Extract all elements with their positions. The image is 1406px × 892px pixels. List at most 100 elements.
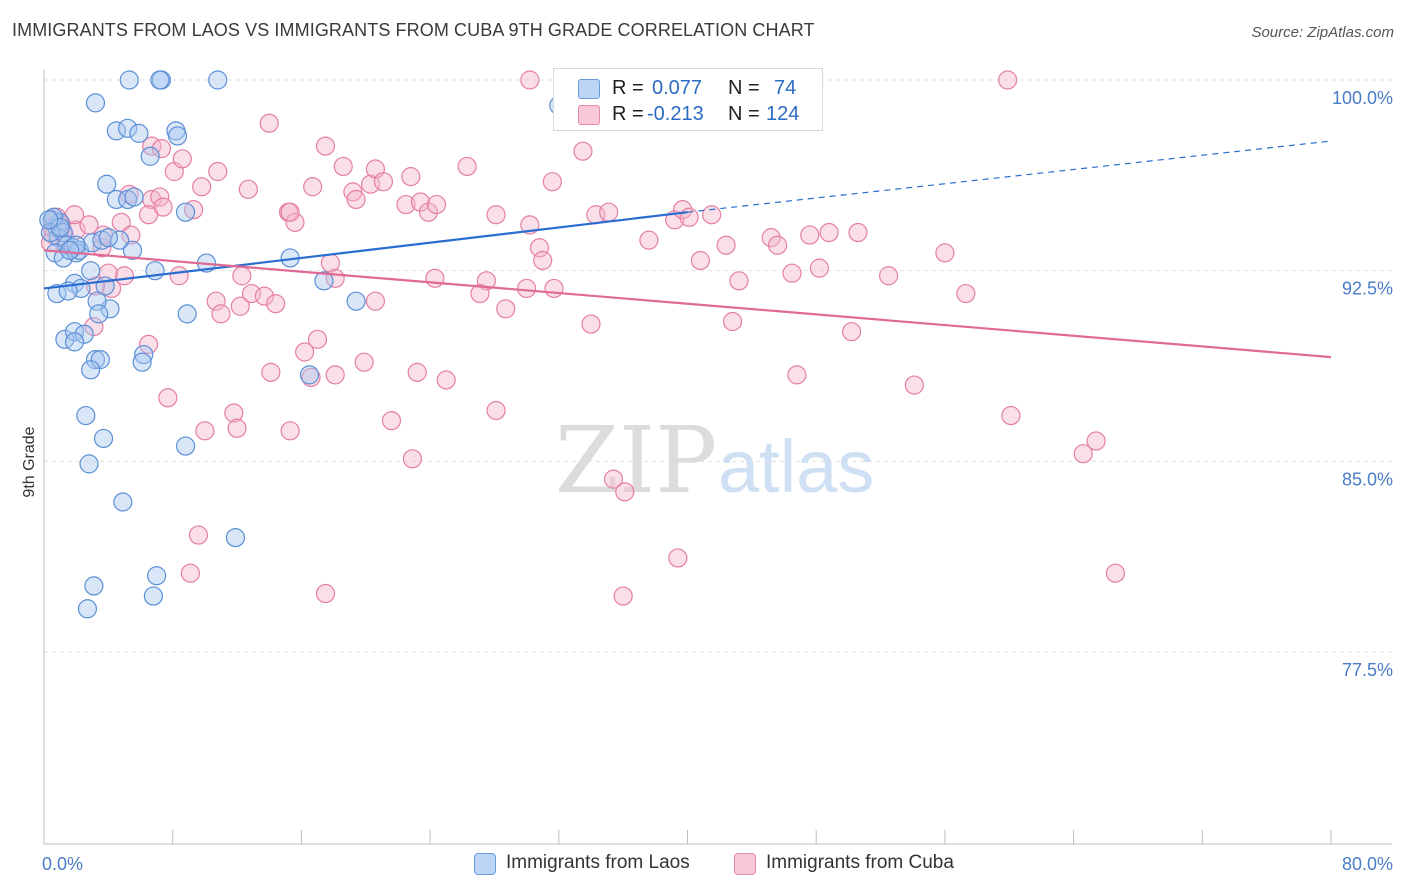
data-point-cuba [956,283,976,304]
data-point-laos [119,70,139,90]
data-point-laos [124,187,144,207]
data-point-cuba [716,235,736,255]
data-point-cuba [544,278,564,299]
data-point-cuba [315,583,336,604]
y-axis-label: 9th Grade [21,426,38,497]
data-point-cuba [603,469,624,489]
legend-n-value: 74 [774,77,797,99]
data-point-cuba [365,291,386,311]
data-point-laos [106,121,126,141]
watermark-zip: ZIP [555,407,717,514]
data-point-cuba [1086,431,1106,451]
data-point-cuba [426,194,447,215]
data-point-cuba [496,299,516,319]
data-point-cuba [280,421,300,441]
data-point-cuba [841,322,862,342]
data-point-laos [132,352,152,372]
data-point-laos [314,271,334,291]
data-point-cuba [517,278,537,299]
data-point-cuba [346,189,366,210]
data-point-laos [147,566,167,586]
data-point-cuba [295,342,315,362]
data-point-cuba [702,205,722,225]
data-point-laos [97,174,117,194]
y-tick-label: 85.0% [1342,469,1393,489]
data-point-cuba [254,286,274,306]
data-point-cuba [573,141,593,161]
data-point-laos [76,405,96,426]
data-point-cuba [396,194,416,215]
data-point-laos [39,210,59,230]
data-point-cuba [722,311,743,332]
data-point-laos [89,304,109,324]
data-point-cuba [800,225,820,245]
legend-label-cuba: Immigrants from Cuba [766,852,954,873]
data-point-laos [143,586,163,606]
data-point-laos [208,70,228,90]
data-point-cuba [169,266,189,286]
data-point-cuba [206,291,226,311]
data-point-cuba [373,172,394,192]
data-point-cuba [470,283,490,304]
data-point-cuba [188,525,209,545]
stats-legend: R = 0.077 N = 74 R = -0.213 N = 124 [553,68,823,131]
data-point-cuba [266,294,286,314]
watermark: ZIP atlas [555,407,874,514]
data-point-cuba [192,177,212,197]
data-point-cuba [809,258,830,278]
data-point-cuba [180,563,200,583]
data-point-laos [77,599,98,619]
data-point-laos [93,428,114,449]
legend-r-value: 0.077 [652,77,703,99]
data-point-laos [134,344,154,365]
data-point-laos [150,70,170,90]
data-point-cuba [782,263,802,283]
data-point-laos [122,240,143,260]
data-point-cuba [787,365,807,385]
data-point-cuba [904,375,924,395]
data-point-cuba [520,70,540,90]
y-tick-label: 92.5% [1342,279,1393,299]
data-point-cuba [230,296,250,316]
y-tick-label: 100.0% [1332,88,1393,108]
data-point-cuba [410,192,431,212]
data-point-cuba [84,316,104,337]
data-point-cuba [729,271,749,291]
data-point-laos [53,248,73,268]
data-point-cuba [138,205,159,225]
data-point-cuba [878,266,899,286]
data-point-laos [113,492,133,512]
source-label: Source: ZipAtlas.com [1251,24,1394,41]
data-point-cuba [1105,563,1126,583]
data-point-cuba [425,268,445,288]
data-point-cuba [1001,405,1021,426]
data-point-laos [50,217,70,238]
legend-n-label: N = [728,103,760,125]
series-laos-points [39,70,569,619]
data-point-laos [110,230,130,250]
data-point-cuba [542,172,562,192]
data-point-cuba [172,149,192,169]
legend-swatch-laos [474,853,496,875]
legend-r-label: R = [612,103,644,125]
data-point-cuba [935,243,955,263]
y-tick-label: 77.5% [1342,660,1393,680]
data-point-cuba [224,403,244,423]
data-point-cuba [690,250,710,271]
data-point-laos [177,304,197,324]
data-point-cuba [819,222,839,243]
data-point-cuba [848,222,868,243]
data-point-cuba [195,421,215,441]
data-point-cuba [486,205,506,225]
data-point-cuba [457,156,477,177]
data-point-cuba [303,177,323,197]
legend-r-value: -0.213 [647,103,704,125]
data-point-laos [118,118,138,138]
tick-labels: 100.0% 92.5% 85.0% 77.5% 0.0% 80.0% [42,88,1393,874]
data-point-cuba [285,212,305,232]
data-point-cuba [121,225,141,245]
data-point-laos [129,123,149,143]
data-point-laos [167,126,188,146]
data-point-cuba [761,228,781,248]
